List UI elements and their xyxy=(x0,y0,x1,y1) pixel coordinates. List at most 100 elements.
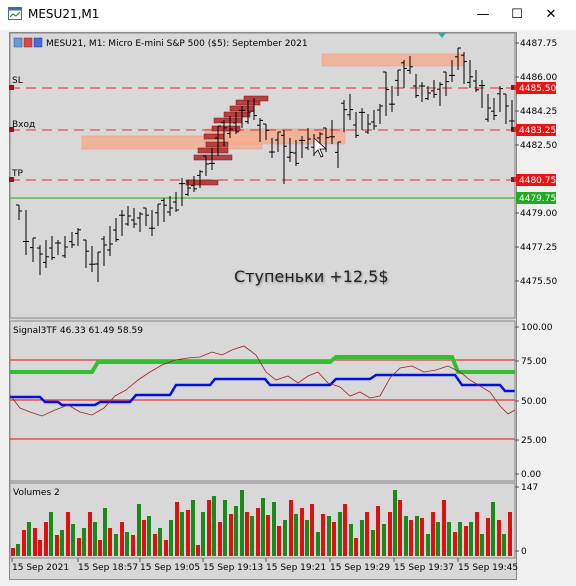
volume-bar xyxy=(458,522,462,556)
price-bar xyxy=(83,239,89,268)
volume-bar xyxy=(158,528,162,556)
indicator-scale[interactable]: 100.00 75.00 50.00 25.00 0.00 xyxy=(514,321,553,481)
indicator-tick-label: 25.00 xyxy=(521,436,547,446)
volumes-label: Volumes 2 xyxy=(13,488,60,498)
price-bar xyxy=(55,240,61,255)
step-level-bar xyxy=(197,147,229,154)
resistance-zone[interactable] xyxy=(321,53,465,67)
sl-handle-right[interactable] xyxy=(511,85,516,90)
volume-bar xyxy=(229,514,233,556)
price-tick-label: 4479.00 xyxy=(520,209,557,219)
bar-chart-icon[interactable] xyxy=(13,37,23,48)
price-tick-label: 4477.25 xyxy=(520,243,557,253)
tp-handle[interactable] xyxy=(9,177,14,182)
line-chart-icon[interactable] xyxy=(33,37,43,48)
volume-bar xyxy=(44,522,48,556)
volume-bar xyxy=(256,508,260,556)
title-bar[interactable]: MESU21,M1 — ☐ ✕ xyxy=(0,0,576,30)
volume-bar xyxy=(415,516,419,556)
price-bar xyxy=(23,210,29,255)
price-bar xyxy=(503,93,509,124)
price-tick-label: 4487.75 xyxy=(520,39,557,49)
volume-bar xyxy=(218,522,222,556)
sl-handle[interactable] xyxy=(9,85,14,90)
price-bar xyxy=(293,140,299,166)
volume-bar xyxy=(114,534,118,556)
chart-shift-marker-icon[interactable] xyxy=(438,33,446,38)
signal-green-line xyxy=(10,355,515,374)
price-badge xyxy=(516,192,556,204)
price-bar xyxy=(437,82,443,106)
price-bar xyxy=(359,108,365,130)
price-scale[interactable]: 4487.75 4486.00 4484.25 4482.50 4479.00 4477.… xyxy=(514,33,557,318)
entry-handle[interactable] xyxy=(9,127,14,132)
volume-bar xyxy=(175,502,179,556)
chart-type-icons[interactable] xyxy=(13,37,43,48)
volume-bar xyxy=(338,512,342,556)
price-tick-label: 4484.25 xyxy=(520,107,557,117)
volume-bar xyxy=(142,520,146,556)
volume-bar xyxy=(164,540,168,556)
time-tick-label: 15 Sep 18:57 xyxy=(78,563,138,573)
volume-bar xyxy=(469,522,473,556)
price-bar xyxy=(407,56,413,74)
minimize-button[interactable]: — xyxy=(476,7,490,22)
signal-blue-line xyxy=(10,373,515,407)
time-axis[interactable]: 15 Sep 2021 15 Sep 18:57 15 Sep 19:05 15 Se… xyxy=(11,558,518,573)
volume-bar xyxy=(108,528,112,556)
window-title: MESU21,M1 xyxy=(28,7,100,21)
volume-tick-label: 0 xyxy=(521,547,527,557)
price-bar xyxy=(239,106,245,128)
tp-handle-right[interactable] xyxy=(511,177,516,182)
volume-bar xyxy=(404,516,408,556)
volume-bar xyxy=(77,538,81,556)
volumes-pane[interactable]: Volumes 2 xyxy=(9,482,516,559)
volume-bar xyxy=(93,522,97,556)
price-bar xyxy=(227,116,233,138)
price-bar xyxy=(69,232,75,248)
indicator-pane[interactable]: Signal3TF 46.33 61.49 58.59 xyxy=(9,320,516,482)
signal-thin-line xyxy=(9,345,516,417)
volume-bar xyxy=(196,545,200,556)
price-badge-label: 4480.75 xyxy=(519,176,556,186)
price-bar xyxy=(233,112,239,134)
volume-bar xyxy=(480,534,484,556)
price-bar xyxy=(37,245,43,275)
price-bar xyxy=(455,47,461,70)
volume-bar xyxy=(71,524,75,556)
close-button[interactable]: ✕ xyxy=(545,7,557,22)
volume-bar xyxy=(327,516,331,556)
tp-label: TP xyxy=(11,169,23,179)
price-bar xyxy=(167,196,173,216)
volume-bar xyxy=(453,532,457,556)
volume-bar xyxy=(502,534,506,556)
price-badge-label: 4483.25 xyxy=(519,126,556,136)
price-bar xyxy=(209,148,215,170)
time-tick-label: 15 Sep 19:05 xyxy=(140,563,200,573)
volume-bar xyxy=(354,538,358,556)
volume-bar xyxy=(245,512,249,556)
main-price-pane[interactable]: MESU21, M1: Micro E-mini S&P 500 ($5): S… xyxy=(9,32,516,319)
time-tick-label: 15 Sep 19:13 xyxy=(203,563,263,573)
price-bar xyxy=(125,206,131,226)
volume-bar xyxy=(464,526,468,556)
volume-bar xyxy=(409,520,413,556)
volumes-scale[interactable]: 147 0 xyxy=(514,483,538,558)
candle-chart-icon[interactable] xyxy=(23,37,33,48)
volume-bar xyxy=(169,520,173,556)
volume-bar xyxy=(382,524,386,556)
price-bar xyxy=(16,204,22,220)
maximize-button[interactable]: ☐ xyxy=(511,7,523,22)
volume-bar xyxy=(27,522,31,556)
price-badge xyxy=(516,174,556,186)
price-bar xyxy=(305,128,311,150)
price-bar xyxy=(131,208,137,228)
price-bar xyxy=(43,240,49,268)
entry-handle-right[interactable] xyxy=(511,127,516,132)
volume-bar xyxy=(212,496,216,556)
step-level-bar xyxy=(185,179,219,186)
volume-bar xyxy=(310,504,314,556)
price-badge-label: 4485.50 xyxy=(519,84,556,94)
